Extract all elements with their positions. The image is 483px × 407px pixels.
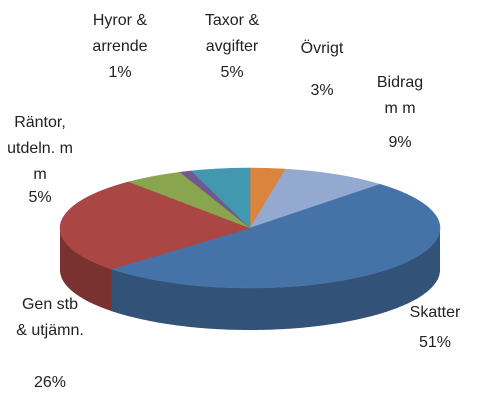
slice-label: Taxor & avgifter — [204, 12, 260, 55]
pie-sides — [60, 228, 440, 330]
value-label: 3% — [310, 82, 334, 99]
value-label: 9% — [388, 134, 412, 151]
slice — [110, 184, 441, 289]
slice-label: Bidrag m m — [376, 74, 424, 117]
slice-label: Gen stb & utjämn. — [16, 296, 84, 339]
slice-label: Räntor, utdeln. m m — [7, 114, 73, 183]
slice-label: Hyror & arrende — [92, 12, 148, 55]
slice-side — [111, 228, 440, 330]
value-label: 5% — [28, 189, 52, 206]
value-label: 5% — [220, 64, 244, 81]
slice — [59, 181, 251, 270]
value-label: 26% — [33, 374, 67, 391]
value-label: 1% — [108, 64, 132, 81]
slice-label: Skatter — [409, 304, 461, 321]
slice-label: Övrigt — [300, 40, 344, 57]
value-label: 51% — [418, 334, 452, 351]
slice — [190, 167, 251, 229]
slice-side — [60, 228, 112, 312]
slice — [249, 168, 381, 229]
